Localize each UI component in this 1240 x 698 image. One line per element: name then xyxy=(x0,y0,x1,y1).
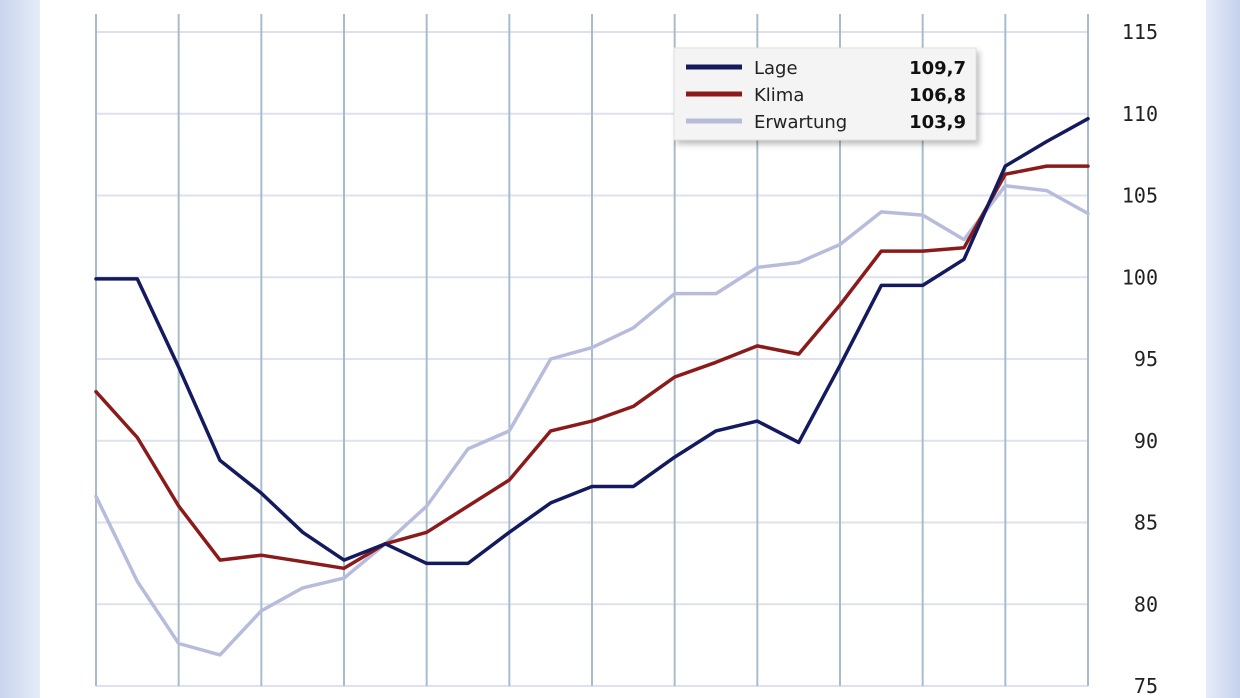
y-tick-label: 80 xyxy=(1134,592,1158,616)
y-tick-label: 75 xyxy=(1134,674,1158,698)
legend-label-klima: Klima xyxy=(754,85,804,106)
legend-label-erwartung: Erwartung xyxy=(754,112,847,133)
legend-value-klima: 106,8 xyxy=(909,85,966,106)
legend: Lage 109,7 Klima 106,8 Erwartung 103,9 xyxy=(673,47,977,141)
y-tick-label: 110 xyxy=(1122,102,1158,126)
series-line-lage xyxy=(94,116,1090,566)
y-tick-label: 90 xyxy=(1134,429,1158,453)
legend-value-lage: 109,7 xyxy=(909,58,966,79)
right-frame xyxy=(1206,0,1240,698)
series-line-erwartung xyxy=(94,183,1090,657)
series-line-klima xyxy=(94,164,1090,571)
grid xyxy=(95,14,1089,687)
y-tick-label: 100 xyxy=(1122,265,1158,289)
left-frame xyxy=(0,0,40,698)
series-lines xyxy=(94,116,1090,657)
legend-label-lage: Lage xyxy=(754,58,798,79)
y-tick-label: 105 xyxy=(1122,184,1158,208)
legend-value-erwartung: 103,9 xyxy=(909,112,966,133)
y-tick-label: 85 xyxy=(1134,511,1158,535)
y-axis-tick-labels: 115 110 105 100 95 90 85 80 75 xyxy=(1122,20,1158,698)
chart-panel xyxy=(40,0,1206,698)
y-tick-label: 95 xyxy=(1134,347,1158,371)
y-tick-label: 115 xyxy=(1122,20,1158,44)
